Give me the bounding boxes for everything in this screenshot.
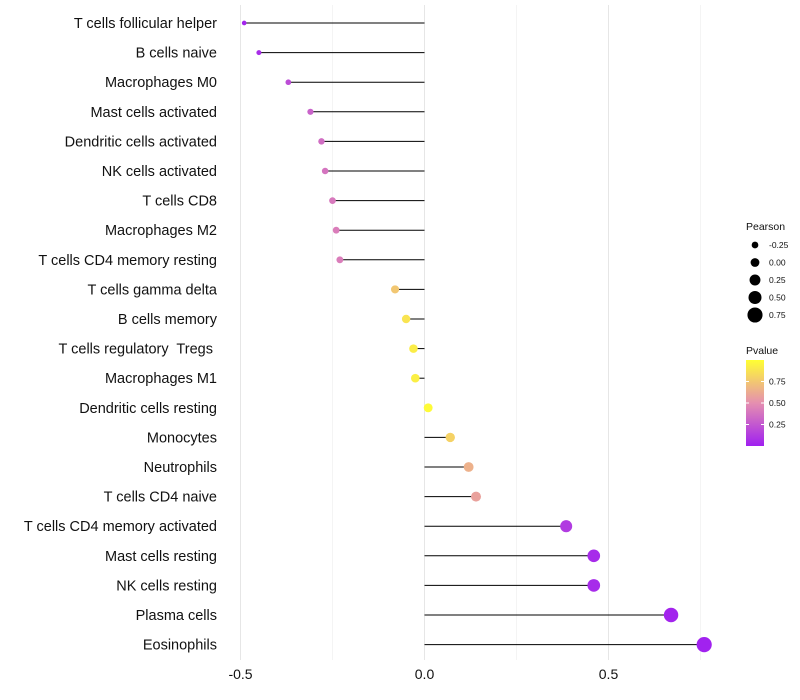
category-label: Mast cells resting [105,549,217,565]
category-label: Dendritic cells activated [65,134,217,150]
category-label: B cells naive [136,46,217,62]
category-label: T cells CD4 memory activated [24,519,217,535]
lollipop-points [241,20,712,653]
size-legend-label: 0.50 [769,293,786,303]
category-label: B cells memory [118,312,218,328]
size-legend-label: 0.00 [769,258,786,268]
size-legend: Pearson -0.25 0.00 0.25 0.50 0.75 [746,221,789,323]
data-point [423,403,433,413]
data-point [587,579,601,592]
x-tick-label: 0.0 [415,666,435,682]
category-label: Macrophages M2 [105,223,217,239]
data-point [321,167,329,175]
size-legend-label: 0.25 [769,275,786,285]
size-legend-key [749,274,761,286]
size-legend-key [750,258,760,267]
data-point [401,314,411,324]
x-tick-label: -0.5 [228,666,252,682]
color-legend: Pvalue 0.25 0.50 0.75 [746,345,786,446]
category-label: NK cells activated [102,164,217,180]
category-label: T cells gamma delta [88,282,218,298]
category-label: NK cells resting [116,578,217,594]
color-legend-label: 0.75 [769,377,786,387]
size-legend-label: 0.75 [769,310,786,320]
x-tick-label: 0.5 [599,666,619,682]
data-point [445,432,455,443]
data-point [332,226,340,234]
category-label: Plasma cells [136,608,217,624]
y-axis-labels: T cells follicular helper B cells naive Ma… [24,16,218,654]
data-point [696,637,712,653]
data-point [463,462,474,472]
color-legend-label: 0.50 [769,398,786,408]
size-legend-key [747,307,763,323]
category-label: Macrophages M0 [105,75,217,91]
category-label: T cells CD4 memory resting [38,253,217,269]
data-point [285,79,292,86]
data-point [256,50,262,56]
data-point [318,138,325,145]
size-legend-key [748,291,762,304]
category-label: Eosinophils [143,638,217,654]
x-axis-labels: -0.5 0.0 0.5 [228,666,618,682]
category-label: Dendritic cells resting [79,401,217,417]
data-point [307,108,314,115]
category-label: Macrophages M1 [105,371,217,387]
category-label: T cells CD8 [142,194,217,210]
category-label: T cells follicular helper [74,16,217,32]
lollipop-stems [244,22,705,646]
data-point [411,373,420,383]
data-point [471,491,482,502]
size-legend-key [751,241,759,249]
data-point [587,549,601,563]
data-point [409,344,418,353]
category-label: T cells CD4 naive [104,490,217,506]
category-label: Mast cells activated [90,105,217,121]
data-point [336,256,344,264]
data-point [390,285,400,294]
color-legend-label: 0.25 [769,420,786,430]
size-legend-label: -0.25 [769,240,789,250]
size-legend-title: Pearson [746,221,785,233]
color-legend-title: Pvalue [746,345,778,357]
data-point [560,520,573,533]
data-point [329,197,336,204]
data-point [663,607,679,623]
data-point [241,20,247,26]
grid-lines [240,5,701,660]
color-legend-bar [746,360,764,446]
category-label: Neutrophils [144,460,217,476]
category-label: T cells regulatory Tregs [59,342,218,358]
category-label: Monocytes [147,430,217,446]
